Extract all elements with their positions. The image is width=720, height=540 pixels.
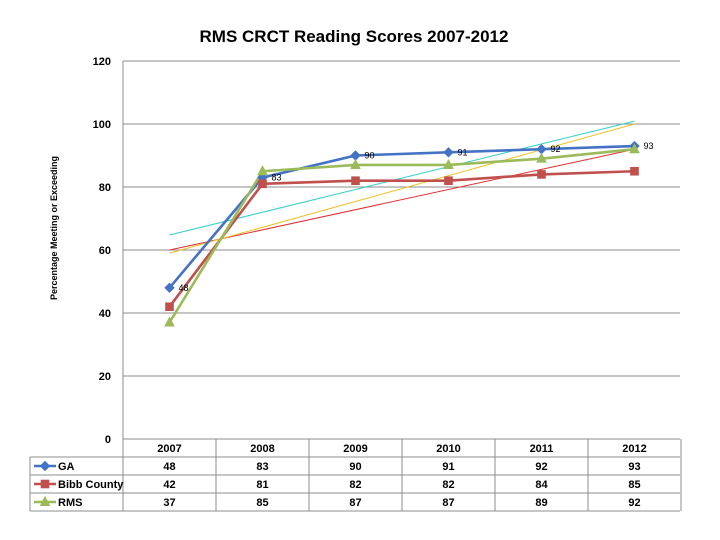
data-point xyxy=(257,165,268,176)
y-tick-label: 100 xyxy=(93,119,111,131)
y-tick-label: 120 xyxy=(93,56,111,68)
table-cell: 90 xyxy=(349,461,361,473)
table-cell: 93 xyxy=(628,461,640,473)
data-point xyxy=(165,302,174,311)
y-axis-label: Percentage Meeting or Exceeding xyxy=(49,156,59,300)
legend-entry: RMS xyxy=(58,497,82,509)
x-tick-label: 2008 xyxy=(250,443,274,455)
y-axis-ticks: 0 20 40 60 80 100 120 xyxy=(93,56,111,446)
gridlines xyxy=(122,60,680,440)
data-label: 91 xyxy=(458,147,468,157)
x-tick-label: 2012 xyxy=(622,443,646,455)
legend-key-marker xyxy=(39,495,51,506)
legend-key-marker xyxy=(40,479,50,489)
x-tick-label: 2010 xyxy=(436,443,460,455)
table-cell: 91 xyxy=(442,461,454,473)
data-labels: 48 83 90 91 92 93 xyxy=(179,141,654,293)
data-point xyxy=(164,316,175,327)
table-cell: 37 xyxy=(163,497,175,509)
table-cell: 82 xyxy=(349,479,361,491)
trendline-ga xyxy=(169,120,635,236)
trendlines xyxy=(169,120,635,254)
data-point xyxy=(443,147,454,158)
data-point xyxy=(536,143,547,155)
data-point xyxy=(350,150,361,161)
table-cell: 84 xyxy=(535,479,548,491)
x-tick-label: 2007 xyxy=(157,443,181,455)
series-line-ga xyxy=(168,144,635,289)
trendline-bibb-county xyxy=(169,148,635,251)
data-point xyxy=(629,143,640,154)
table-cell: 89 xyxy=(535,497,547,509)
table-cell: 92 xyxy=(535,461,547,473)
y-tick-label: 40 xyxy=(99,308,111,320)
data-point xyxy=(258,179,267,189)
legend-entry: Bibb County xyxy=(58,479,124,491)
x-tick-label: 2009 xyxy=(343,443,367,455)
data-point xyxy=(630,166,639,176)
data-point xyxy=(164,282,175,294)
y-tick-label: 80 xyxy=(99,182,111,194)
y-tick-label: 60 xyxy=(99,245,111,257)
data-label: 90 xyxy=(365,151,375,161)
table-cell: 85 xyxy=(628,479,640,491)
table-cell: 87 xyxy=(442,497,454,509)
data-label: 48 xyxy=(179,283,189,293)
table-cell: 48 xyxy=(163,461,175,473)
data-point xyxy=(443,158,454,169)
table-cell: 92 xyxy=(628,497,640,509)
table-cell: 85 xyxy=(256,497,268,509)
data-table: 2007 2008 2009 2010 2011 2012 GA 48 83 90 91 92 93 Bi… xyxy=(29,438,682,512)
table-cell: 42 xyxy=(163,479,175,491)
data-label: 92 xyxy=(551,144,561,154)
chart-title: RMS CRCT Reading Scores 2007-2012 xyxy=(200,27,509,46)
data-point xyxy=(444,176,453,185)
table-cell: 87 xyxy=(349,497,361,509)
series-lines xyxy=(168,144,635,324)
y-tick-label: 20 xyxy=(99,371,111,383)
data-label: 83 xyxy=(272,173,282,183)
series-line-bibb-county xyxy=(168,169,635,308)
x-tick-label: 2011 xyxy=(530,443,554,455)
data-point xyxy=(536,152,547,163)
legend-key-marker xyxy=(39,460,51,472)
data-point xyxy=(350,158,361,169)
table-cell: 81 xyxy=(256,479,268,491)
y-tick-label: 0 xyxy=(105,434,111,446)
series-line-rms xyxy=(168,147,635,324)
table-cell: 83 xyxy=(256,461,268,473)
data-label: 93 xyxy=(644,141,654,151)
data-point xyxy=(351,176,360,185)
trendline-rms xyxy=(169,123,635,254)
data-point xyxy=(537,170,546,179)
table-cell: 82 xyxy=(442,479,454,491)
legend-entry: GA xyxy=(58,461,75,473)
series-markers xyxy=(164,140,640,327)
